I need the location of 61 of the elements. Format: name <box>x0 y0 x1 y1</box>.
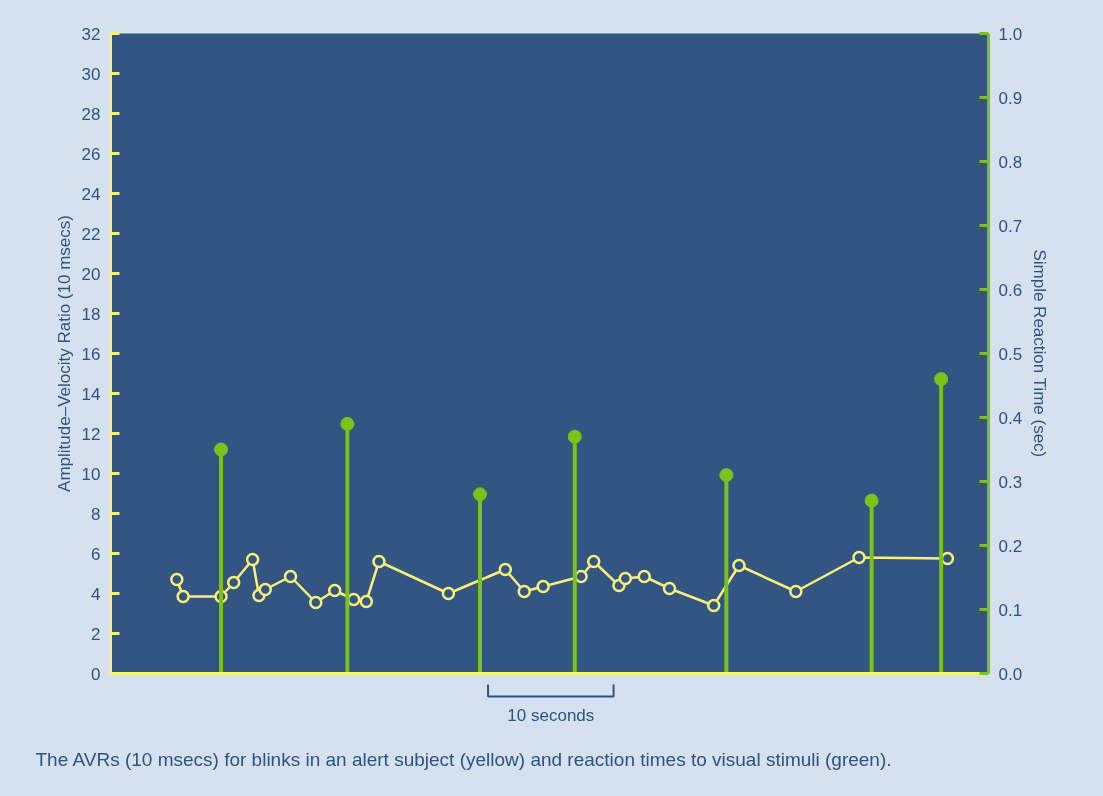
y-tick-label: 2 <box>91 624 101 644</box>
point <box>586 554 601 569</box>
y-tick-label: 10 <box>81 464 101 484</box>
point <box>517 584 531 599</box>
y-tick-label: 22 <box>81 224 101 244</box>
y2-tick-label: 0.8 <box>998 152 1023 172</box>
y-tick-label: 20 <box>81 264 101 284</box>
y2-tick-label: 0.6 <box>998 280 1023 300</box>
point <box>706 598 721 613</box>
point <box>283 569 298 584</box>
point <box>618 571 633 586</box>
y-tick-label: 28 <box>81 104 101 124</box>
y-tick-label: 0 <box>91 664 101 684</box>
y-axis-title: Amplitude–Velocity Ratio (10 msecs) <box>54 215 74 492</box>
y2-axis-title: Simple Reaction Time (sec) <box>1030 249 1050 458</box>
y2-tick-label: 0.0 <box>998 664 1023 684</box>
y2-tick-label: 0.1 <box>998 600 1023 620</box>
point <box>662 581 677 596</box>
point <box>258 582 273 597</box>
point <box>340 416 355 431</box>
text: 10 seconds <box>507 705 595 725</box>
y2-tick-label: 0.3 <box>998 472 1023 492</box>
point <box>309 595 323 610</box>
point <box>473 487 488 502</box>
y-tick-label: 12 <box>81 424 101 444</box>
y2-tick-label: 0.4 <box>998 408 1023 428</box>
point <box>441 586 456 601</box>
point <box>732 558 746 573</box>
point <box>498 562 513 577</box>
y2-tick-label: 0.9 <box>998 88 1023 108</box>
point <box>214 442 229 457</box>
y-tick-label: 14 <box>81 384 101 404</box>
y-tick-label: 32 <box>81 24 101 44</box>
point <box>567 429 582 444</box>
point <box>245 552 260 567</box>
y-tick-label: 16 <box>81 344 101 364</box>
point <box>864 493 879 508</box>
point <box>372 554 386 569</box>
point <box>852 550 866 565</box>
y2-tick-label: 0.7 <box>998 216 1023 236</box>
y2-tick-label: 1.0 <box>998 24 1023 44</box>
y-tick-label: 18 <box>81 304 101 324</box>
point <box>789 584 803 599</box>
y2-tick-label: 0.5 <box>998 344 1023 364</box>
y-tick-label: 30 <box>81 64 101 84</box>
point <box>536 579 550 594</box>
point <box>359 594 374 609</box>
y-tick-label: 6 <box>91 544 101 564</box>
point <box>934 372 949 387</box>
point <box>327 583 342 598</box>
text: The AVRs (10 msecs) for blinks in an alert subject (yellow) and reaction times to visual stimuli (green). <box>35 748 892 770</box>
y-tick-label: 4 <box>91 584 101 604</box>
point <box>226 575 241 590</box>
y-tick-label: 8 <box>91 504 101 524</box>
point <box>176 589 190 604</box>
point <box>637 569 651 584</box>
y-tick-label: 24 <box>81 184 101 204</box>
point <box>170 572 184 587</box>
y2-tick-label: 0.2 <box>998 536 1023 556</box>
point <box>719 468 734 483</box>
y-tick-label: 26 <box>81 144 101 164</box>
